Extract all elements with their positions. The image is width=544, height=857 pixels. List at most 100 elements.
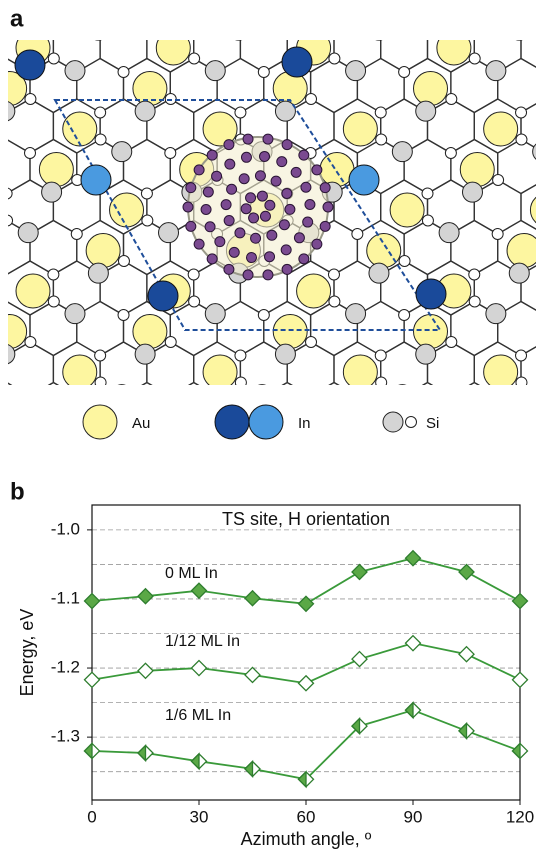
series-label: 0 ML In	[165, 565, 218, 582]
si-atom	[352, 229, 363, 240]
marker-half	[192, 754, 200, 769]
legend-in	[215, 405, 249, 439]
y-tick-label: -1.2	[51, 658, 80, 677]
panel-label: a	[10, 5, 24, 32]
bond	[0, 180, 7, 234]
marker	[245, 761, 260, 776]
marker	[299, 676, 314, 691]
bond	[0, 383, 30, 437]
c-atom	[312, 165, 322, 175]
bond	[311, 0, 358, 32]
si-atom	[329, 296, 340, 307]
x-tick-label: 60	[297, 807, 316, 826]
c-atom	[225, 159, 235, 169]
series-label: 1/6 ML In	[165, 707, 231, 724]
bond	[451, 383, 498, 437]
si-atom	[165, 391, 176, 402]
si-atom	[509, 20, 529, 40]
lattice	[0, 0, 544, 442]
si-atom	[165, 148, 176, 159]
marker-shape	[299, 596, 314, 611]
au-atom	[86, 0, 120, 25]
marker	[138, 589, 153, 604]
c-atom	[281, 245, 291, 255]
si-atom	[235, 350, 246, 361]
si-atom	[235, 377, 246, 388]
c-atom	[194, 165, 204, 175]
marker	[459, 565, 474, 580]
au-atom	[63, 112, 97, 146]
bond	[498, 140, 544, 194]
si-atom	[306, 337, 317, 348]
si-atom	[65, 61, 85, 81]
bond	[170, 0, 217, 32]
si-atom	[516, 107, 527, 118]
c-atom	[299, 150, 309, 160]
y-tick-label: -1.0	[51, 519, 80, 538]
au-atom	[0, 315, 27, 349]
si-atom	[95, 377, 106, 388]
marker	[138, 746, 153, 761]
marker-shape	[245, 667, 260, 682]
si-atom	[416, 101, 436, 121]
si-atom	[48, 296, 59, 307]
bond	[0, 99, 7, 153]
si-atom	[305, 391, 316, 402]
si-atom	[229, 20, 249, 40]
si-atom	[135, 344, 155, 364]
marker	[245, 591, 260, 606]
marker	[513, 672, 528, 687]
marker	[406, 703, 421, 718]
si-atom	[118, 67, 129, 78]
si-atom	[539, 310, 544, 321]
si-atom	[422, 188, 433, 199]
si-atom	[0, 344, 15, 364]
c-atom	[251, 233, 261, 243]
si-atom	[252, 385, 272, 405]
si-atom	[118, 13, 129, 24]
marker	[513, 594, 528, 609]
si-atom	[282, 431, 293, 442]
si-atom	[399, 13, 410, 24]
marker-shape	[406, 636, 421, 651]
si-atom	[42, 182, 62, 202]
si-atom	[25, 391, 36, 402]
marker-shape	[138, 589, 153, 604]
si-atom	[205, 304, 225, 324]
marker	[352, 565, 367, 580]
si-atom	[189, 53, 200, 64]
c-atom	[227, 184, 237, 194]
c-atom	[241, 152, 251, 162]
c-atom	[224, 140, 234, 150]
si-atom	[259, 13, 270, 24]
si-atom	[469, 269, 480, 280]
c-atom	[205, 222, 215, 232]
marker-shape	[299, 676, 314, 691]
si-atom	[376, 134, 387, 145]
c-atom	[323, 202, 333, 212]
bond	[451, 0, 498, 32]
x-tick-label: 0	[87, 807, 96, 826]
au-atom	[86, 234, 120, 268]
si-atom	[235, 107, 246, 118]
marker	[352, 652, 367, 667]
si-atom	[486, 61, 506, 81]
c-atom	[239, 174, 249, 184]
bond	[498, 0, 544, 32]
marker-shape	[192, 661, 207, 676]
bond	[264, 0, 311, 32]
si-atom	[422, 431, 433, 442]
y-tick-label: -1.1	[51, 588, 80, 607]
si-atom	[258, 67, 269, 78]
marker-shape	[245, 591, 260, 606]
c-atom	[257, 191, 267, 201]
c-atom	[243, 134, 253, 144]
si-atom	[95, 134, 106, 145]
series-line	[92, 710, 520, 779]
au-atom	[203, 355, 237, 389]
c-atom	[263, 270, 273, 280]
au-atom	[39, 153, 73, 187]
c-atom	[207, 150, 217, 160]
si-atom	[446, 94, 457, 105]
si-atom	[346, 61, 366, 81]
